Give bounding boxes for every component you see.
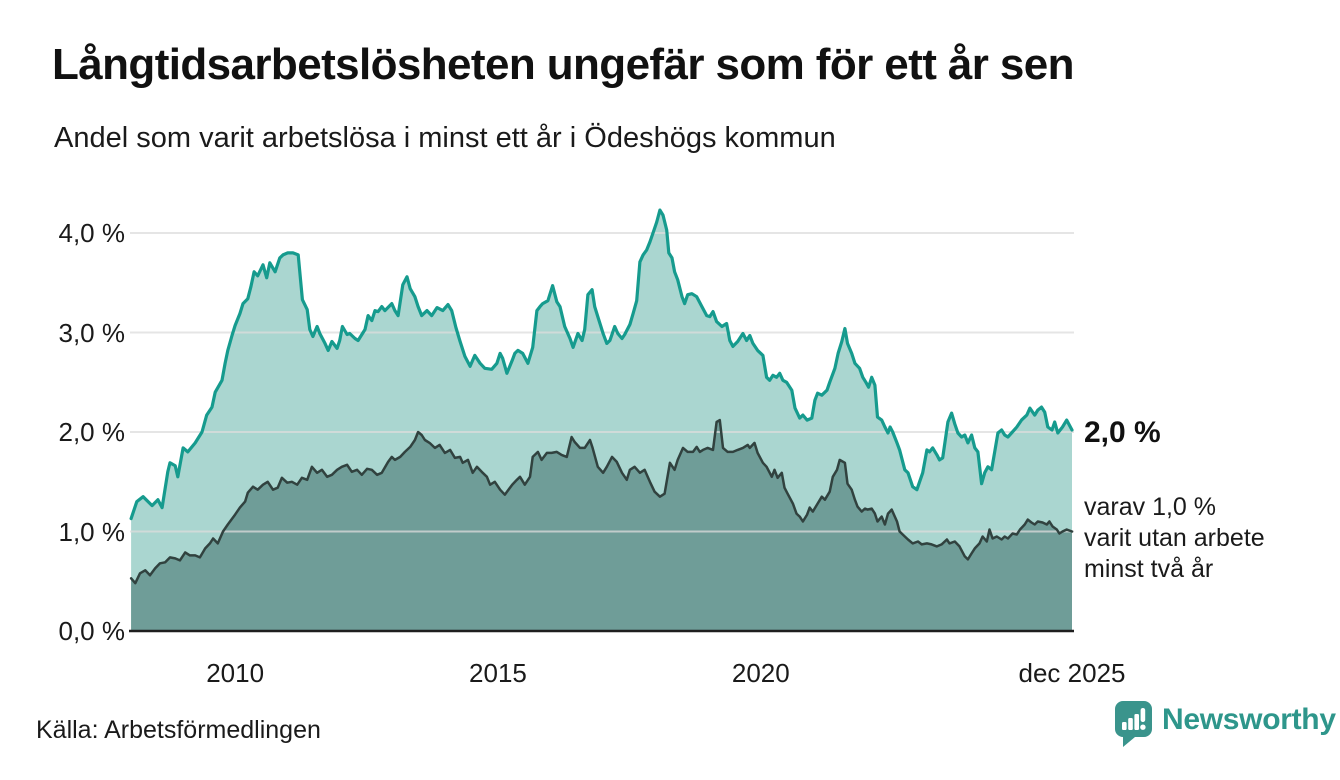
logo-exclamation-dot (1140, 724, 1146, 730)
x-tick-label: 2020 (731, 658, 790, 688)
series-area-two-years (131, 420, 1073, 631)
x-tick-label: 2015 (469, 658, 527, 688)
y-tick-label: 3,0 % (58, 317, 126, 348)
end-note-line-1: varav 1,0 % (1084, 493, 1217, 521)
end-note-label: varav 1,0 % varit utan arbete minst två … (1084, 492, 1265, 585)
page-subtitle: Andel som varit arbetslösa i minst ett å… (54, 122, 836, 154)
source-caption: Källa: Arbetsförmedlingen (36, 716, 321, 744)
chart-speech-bubble-icon (1115, 701, 1152, 747)
newsworthy-wordmark: Newsworthy (1162, 703, 1336, 736)
series-line-two-years (129, 418, 1074, 585)
newsworthy-brand: Newsworthy (1113, 700, 1336, 748)
end-note-line-2: varit utan arbete (1084, 524, 1265, 552)
logo-bar-large (1134, 714, 1139, 730)
page-title: Långtidsarbetslösheten ungefär som för e… (52, 40, 1075, 89)
series-line-total (129, 208, 1074, 521)
x-tick-label: dec 2025 (1018, 658, 1126, 688)
logo-bar-small (1122, 722, 1127, 730)
logo-bubble-shape (1115, 701, 1152, 747)
y-tick-label: 2,0 % (58, 417, 126, 447)
y-tick-label: 4,0 % (58, 218, 126, 248)
logo-exclamation-bar (1140, 708, 1146, 722)
y-tick-label: 0,0 % (58, 616, 126, 646)
end-note-line-3: minst två år (1084, 555, 1214, 583)
logo-bar-medium (1128, 718, 1133, 730)
end-value-label: 2,0 % (1084, 416, 1161, 449)
x-tick-label: 2010 (206, 658, 265, 688)
y-tick-label: 1,0 % (58, 516, 126, 547)
